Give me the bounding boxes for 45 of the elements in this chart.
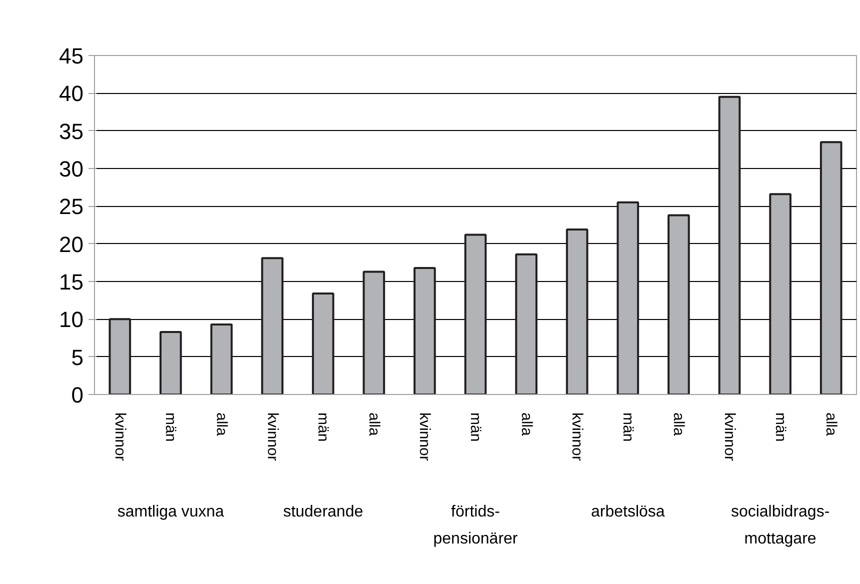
text: studerande xyxy=(283,504,364,520)
text: förtids- pensionärer xyxy=(433,504,518,548)
x-tick-label: män xyxy=(467,412,484,442)
bar xyxy=(515,253,538,394)
y-tick-label: 25 xyxy=(59,194,84,220)
text: samtliga vuxna xyxy=(117,504,224,520)
bar xyxy=(769,193,792,394)
y-tick-label: 10 xyxy=(59,307,84,332)
bar xyxy=(362,270,386,394)
bar xyxy=(820,141,842,394)
bar xyxy=(108,318,132,394)
bar xyxy=(210,323,233,394)
y-tick-label: 30 xyxy=(59,156,84,182)
x-tick-label: kvinnor xyxy=(568,412,586,461)
x-tick-label: kvinnor xyxy=(111,412,128,461)
bar xyxy=(718,96,741,394)
x-tick-label: alla xyxy=(822,412,840,437)
bar xyxy=(261,257,284,394)
x-tick-label: män xyxy=(162,412,180,442)
y-tick-label: 20 xyxy=(59,232,84,257)
x-tick-label: män xyxy=(772,412,789,442)
bar xyxy=(616,201,640,394)
x-tick-label: alla xyxy=(518,412,535,437)
x-tick-label: alla xyxy=(213,412,230,437)
x-tick-label: alla xyxy=(670,412,688,437)
x-tick-label: kvinnor xyxy=(721,412,738,461)
x-tick-label: kvinnor xyxy=(416,412,434,461)
y-tick-label: 40 xyxy=(59,81,84,106)
x-tick-label: kvinnor xyxy=(264,412,281,461)
y-tick-label: 45 xyxy=(59,44,84,68)
y-tick-label: 15 xyxy=(59,270,84,294)
y-tick-label: 5 xyxy=(71,344,84,370)
x-tick-label: alla xyxy=(365,412,382,437)
text: socialbidrags- mottagare xyxy=(730,504,830,548)
bar xyxy=(668,214,690,394)
y-tick-label: 35 xyxy=(59,118,84,144)
bar xyxy=(566,228,588,394)
text: arbetslösa xyxy=(590,504,665,520)
bar xyxy=(464,234,487,394)
bar xyxy=(414,266,436,394)
y-tick-label: 0 xyxy=(71,382,84,408)
x-tick-label: män xyxy=(619,412,636,442)
x-tick-label: män xyxy=(314,412,332,442)
bar xyxy=(312,292,334,394)
bar xyxy=(160,330,182,394)
